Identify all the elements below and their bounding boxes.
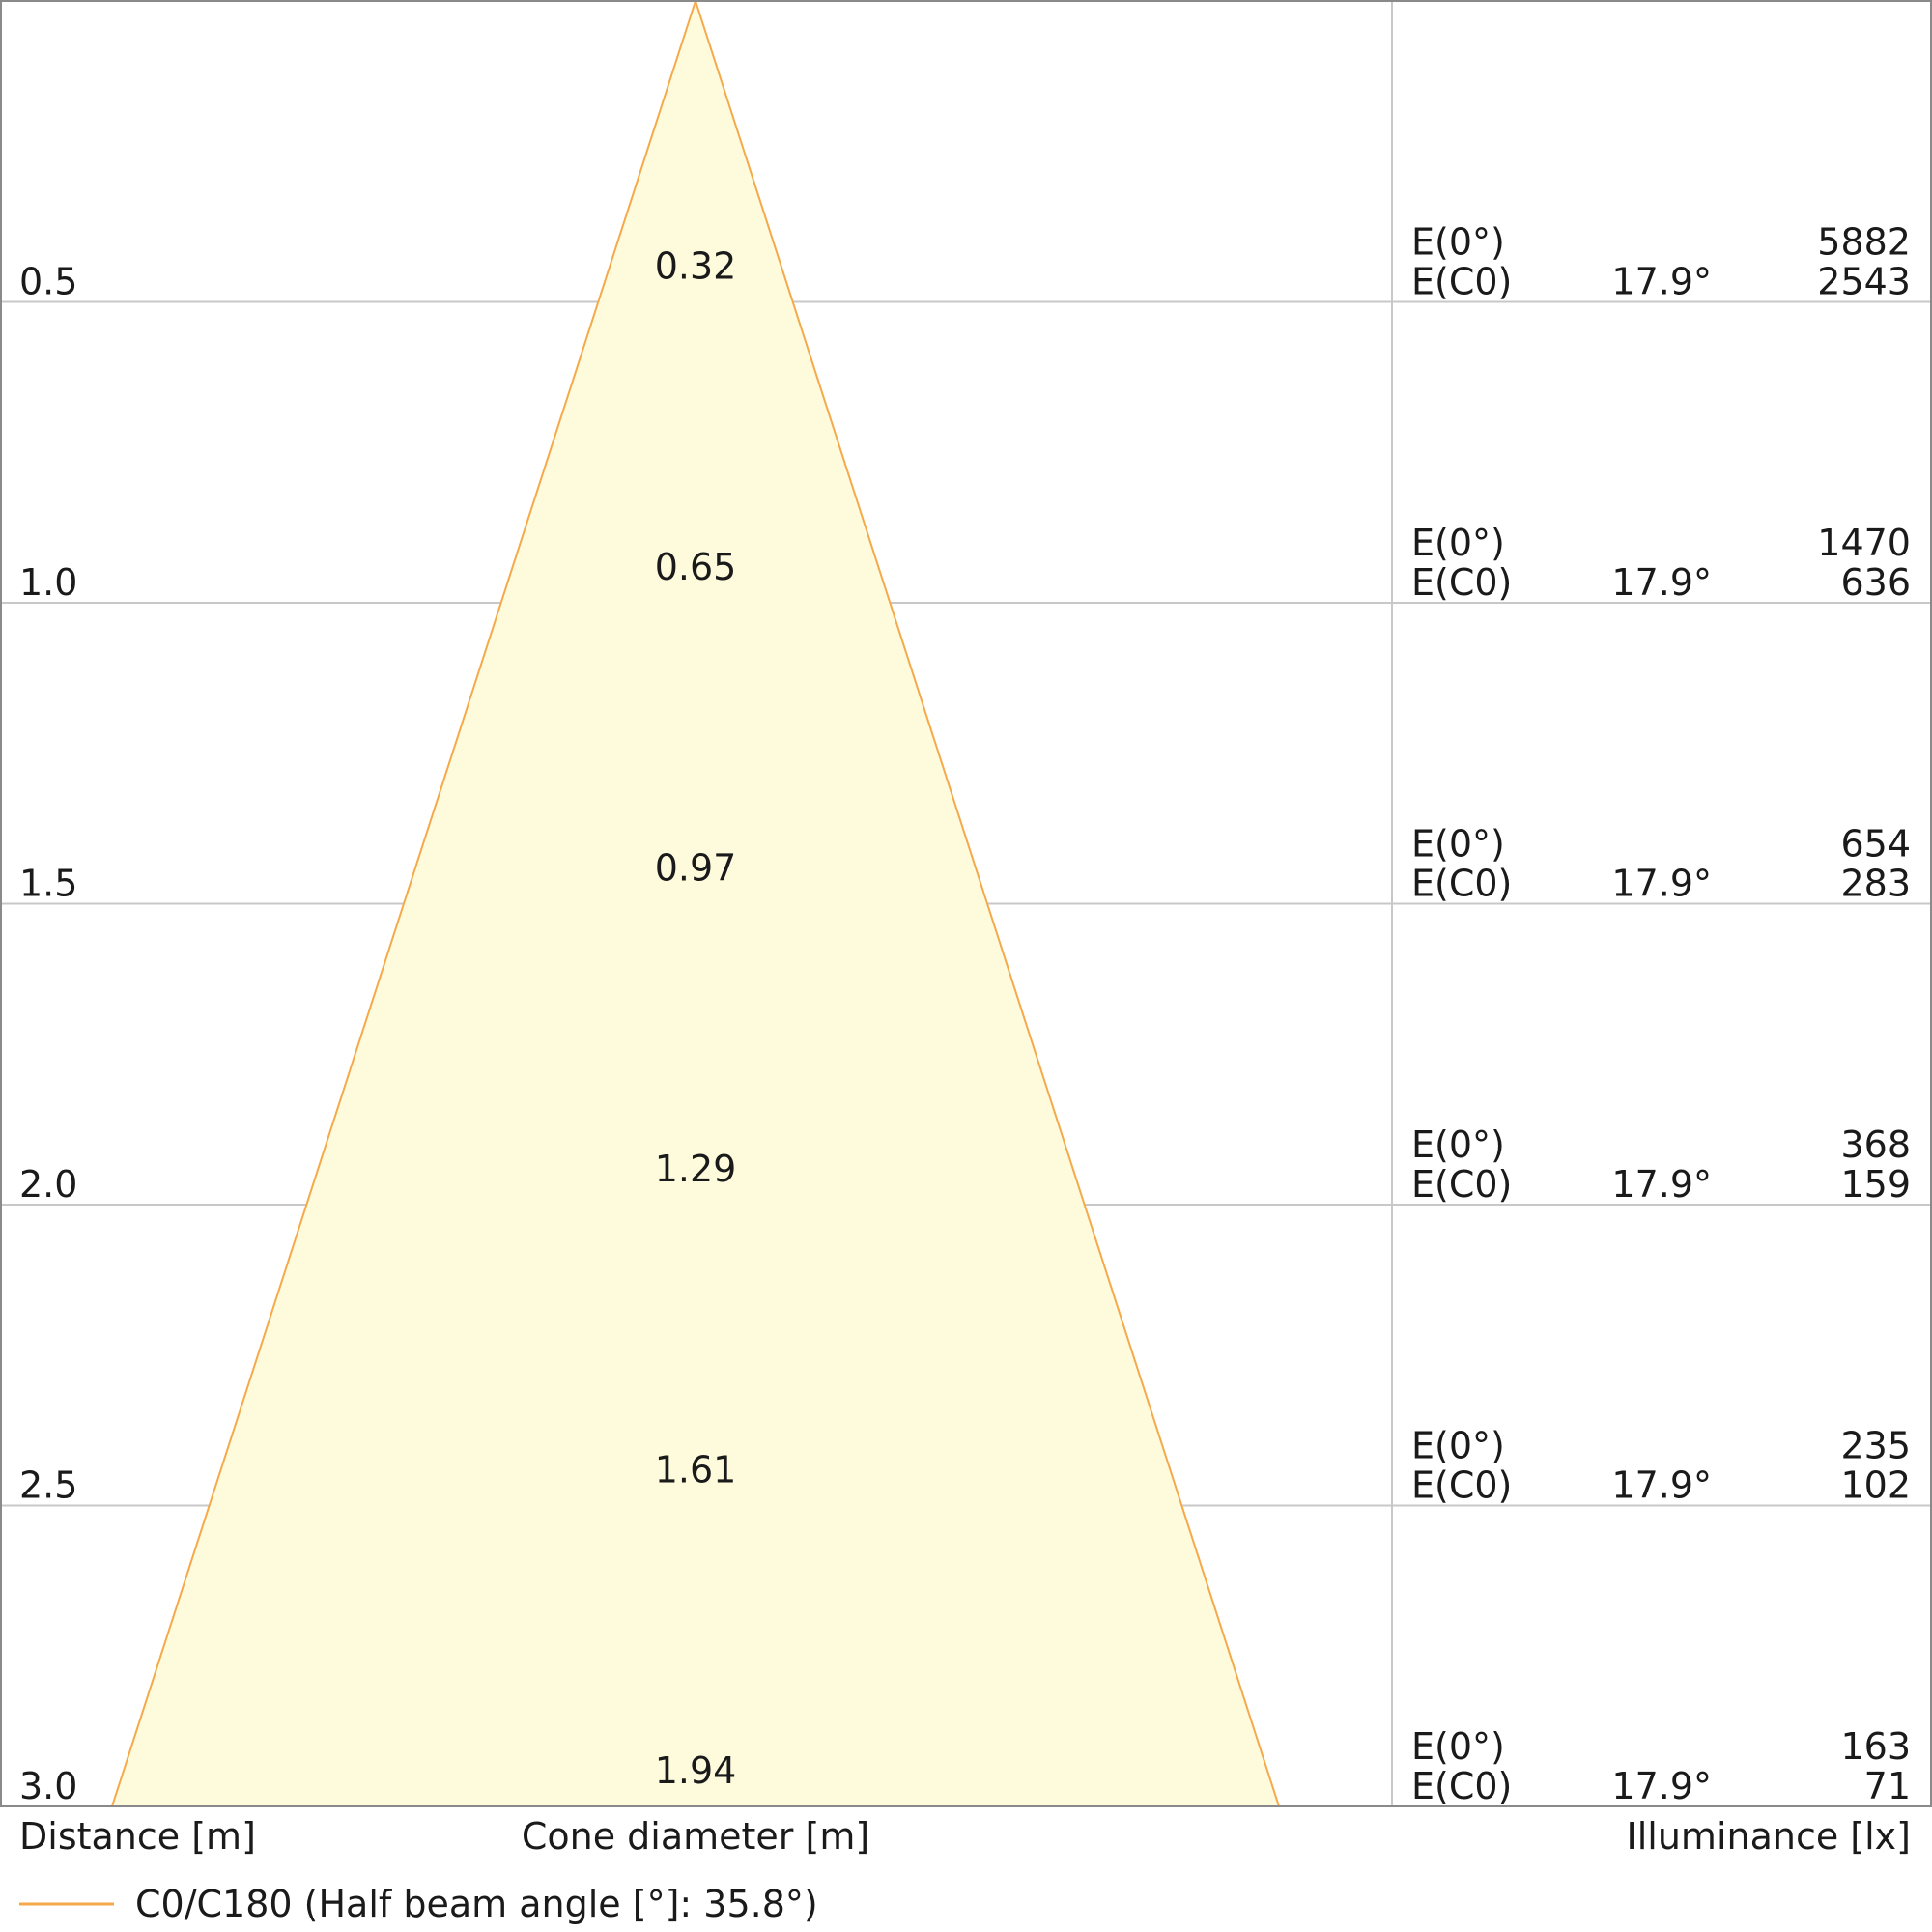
ec0-label: E(C0) — [1411, 561, 1512, 604]
label-layer: 0.5 0.32 E(0°) 5882 E(C0) 17.9° 2543 1.0 0.65 E(0… — [19, 221, 1911, 1808]
ec0-value: 102 — [1840, 1464, 1911, 1507]
ec0-value: 283 — [1840, 863, 1911, 905]
cone-diameter-label: 0.65 — [655, 546, 737, 588]
ec0-value: 2543 — [1817, 261, 1911, 303]
e0-value: 163 — [1840, 1725, 1911, 1768]
e0-value: 654 — [1840, 823, 1911, 866]
ec0-value: 71 — [1864, 1765, 1911, 1807]
distance-tick-label: 2.0 — [19, 1163, 77, 1206]
half-angle-value: 17.9° — [1611, 561, 1712, 604]
e0-label: E(0°) — [1411, 221, 1505, 264]
half-angle-value: 17.9° — [1611, 261, 1712, 303]
center-axis-label: Cone diameter [m] — [522, 1815, 869, 1858]
distance-tick-label: 0.5 — [19, 261, 77, 303]
cone-diameter-label: 1.29 — [655, 1148, 737, 1190]
cone-diameter-label: 1.94 — [655, 1749, 737, 1792]
distance-tick-label: 2.5 — [19, 1464, 77, 1507]
e0-label: E(0°) — [1411, 823, 1505, 866]
ec0-value: 159 — [1840, 1163, 1911, 1206]
half-angle-value: 17.9° — [1611, 1163, 1712, 1206]
e0-value: 368 — [1840, 1123, 1911, 1166]
ec0-label: E(C0) — [1411, 1765, 1512, 1807]
e0-label: E(0°) — [1411, 1425, 1505, 1467]
cone-diameter-label: 0.32 — [655, 245, 737, 288]
e0-value: 235 — [1840, 1425, 1911, 1467]
e0-label: E(0°) — [1411, 1123, 1505, 1166]
cone-diameter-label: 1.61 — [655, 1449, 737, 1492]
distance-tick-label: 3.0 — [19, 1765, 77, 1807]
half-angle-value: 17.9° — [1611, 1464, 1712, 1507]
e0-label: E(0°) — [1411, 1725, 1505, 1768]
e0-label: E(0°) — [1411, 522, 1505, 564]
x-axis-label: Distance [m] — [19, 1815, 256, 1858]
distance-tick-label: 1.0 — [19, 561, 77, 604]
cone-diameter-label: 0.97 — [655, 847, 737, 890]
half-angle-value: 17.9° — [1611, 863, 1712, 905]
half-angle-value: 17.9° — [1611, 1765, 1712, 1807]
ec0-label: E(C0) — [1411, 261, 1512, 303]
ec0-label: E(C0) — [1411, 1163, 1512, 1206]
legend-label: C0/C180 (Half beam angle [°]: 35.8°) — [135, 1883, 818, 1925]
e0-value: 5882 — [1817, 221, 1911, 264]
distance-tick-label: 1.5 — [19, 863, 77, 905]
ec0-label: E(C0) — [1411, 863, 1512, 905]
ec0-label: E(C0) — [1411, 1464, 1512, 1507]
ec0-value: 636 — [1840, 561, 1911, 604]
e0-value: 1470 — [1817, 522, 1911, 564]
plot-frame — [0, 0, 1932, 1807]
y-axis-label: Illuminance [lx] — [1627, 1815, 1911, 1858]
